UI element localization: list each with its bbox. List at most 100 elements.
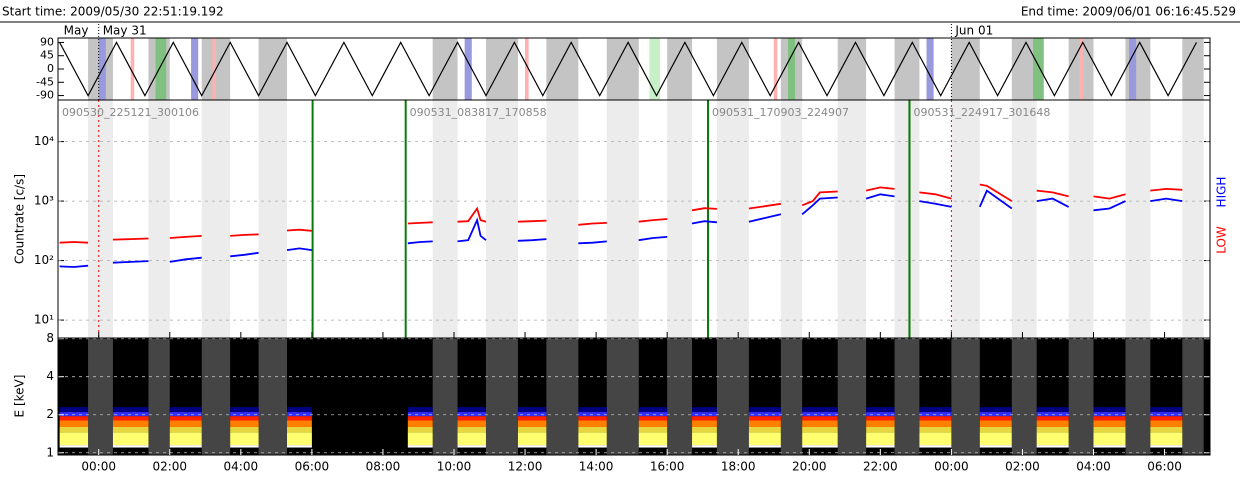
spectrum-layer [1093, 407, 1126, 413]
spectrum-layer [638, 426, 668, 433]
gap-shade [894, 100, 920, 338]
spectrum-layer [112, 445, 149, 448]
spectrum-layer [230, 445, 259, 448]
x-tick-label: 08:00 [366, 460, 401, 474]
gap-shade [1011, 100, 1037, 338]
date-label: May 31 [103, 24, 147, 38]
gap-shade [485, 100, 518, 338]
y-tick-label: 90 [40, 35, 54, 48]
spectrum-layer [1150, 432, 1183, 446]
gap-shade [667, 100, 693, 338]
gap-shade [951, 100, 980, 338]
gap-shade [894, 338, 920, 455]
gap-shade [837, 100, 867, 338]
orbit-band [773, 38, 778, 100]
x-tick-label: 12:00 [508, 460, 543, 474]
spectrum-layer [802, 420, 838, 427]
gap-shade [546, 38, 579, 100]
spectrum-layer [112, 420, 149, 427]
x-tick-label: 02:00 [152, 460, 187, 474]
spectrum-layer [692, 426, 717, 433]
spectrum-layer [1036, 412, 1069, 417]
gap-shade [667, 338, 693, 455]
spectrum-layer [578, 420, 607, 427]
spectrum-layer [919, 432, 952, 446]
orbit-band [1033, 38, 1044, 100]
y-tick-label: 8 [46, 331, 54, 345]
orbit-band [1079, 38, 1083, 100]
spectrum-layer [407, 445, 433, 448]
gap-shade [148, 100, 170, 338]
spectrum-layer [638, 420, 668, 427]
spectrum-layer [457, 426, 486, 433]
spectrum-layer [919, 426, 952, 433]
spectrum-layer [692, 412, 717, 417]
spectrum-layer [692, 432, 717, 446]
gap-shade [432, 38, 458, 100]
x-tick-label: 02:00 [1005, 460, 1040, 474]
gap-shade [1011, 38, 1037, 100]
orbit-band [464, 38, 472, 100]
spectrum-layer [457, 445, 486, 448]
spectrum-layer [1036, 416, 1069, 421]
spectrum-layer [1093, 426, 1126, 433]
spectrum-layer [517, 432, 547, 446]
spectrum-layer [287, 412, 312, 417]
spectrum-layer [457, 412, 486, 417]
spectrum-layer [457, 432, 486, 446]
spectrum-layer [1036, 407, 1069, 413]
spectrum-layer [638, 407, 668, 413]
y-tick-label: -45 [36, 75, 54, 88]
x-tick-label: 06:00 [295, 460, 330, 474]
start-time: Start time: 2009/05/30 22:51:19.192 [2, 5, 224, 19]
orbit-band [649, 38, 661, 100]
spectrum-layer [59, 407, 89, 413]
spectrum-layer [638, 416, 668, 421]
spectrum-layer [1150, 445, 1183, 448]
gap-shade [1068, 338, 1094, 455]
spectrum-layer [59, 445, 89, 448]
spectrum-layer [638, 432, 668, 446]
spectrum-layer [517, 407, 547, 413]
panel-frame [57, 337, 1211, 456]
spectrum-layer [230, 416, 259, 421]
gap-shade [780, 100, 803, 338]
y-tick-label: 10² [34, 253, 54, 267]
spectrum-layer [748, 420, 781, 427]
gap-shade [485, 338, 518, 455]
gap-shade [432, 100, 458, 338]
spectrum-layer [578, 432, 607, 446]
y-axis-label: E [keV] [13, 375, 27, 418]
spectrum-layer [1036, 445, 1069, 448]
legend-entry: LOW [1215, 226, 1229, 254]
y-tick-label: 10⁴ [34, 134, 54, 148]
spectrum-layer [802, 432, 838, 446]
spectrum-layer [457, 407, 486, 413]
gap-shade [546, 100, 579, 338]
spectrum-layer [407, 416, 433, 421]
light-curve [59, 189, 1183, 268]
orbit-line [59, 41, 1198, 97]
spectrum-layer [230, 432, 259, 446]
spectrum-layer [407, 426, 433, 433]
spectrum-layer [692, 407, 717, 413]
gap-shade [780, 338, 803, 455]
gap-shade [1011, 338, 1037, 455]
date-label: May [64, 24, 89, 38]
gap-shade [837, 338, 867, 455]
gap-shade [1125, 100, 1151, 338]
gap-shade [1125, 338, 1151, 455]
spectrum-layer [1036, 420, 1069, 427]
spectrum-layer [112, 432, 149, 446]
spectrum-layer [748, 426, 781, 433]
spectrum-layer [59, 420, 89, 427]
spectrum-layer [407, 420, 433, 427]
y-tick-label: 0 [47, 62, 54, 75]
orbit-band [525, 38, 529, 100]
x-tick-label: 00:00 [934, 460, 969, 474]
spectrum-layer [517, 412, 547, 417]
x-tick-label: 22:00 [863, 460, 898, 474]
spectrum-layer [802, 416, 838, 421]
gap-shade [546, 338, 579, 455]
